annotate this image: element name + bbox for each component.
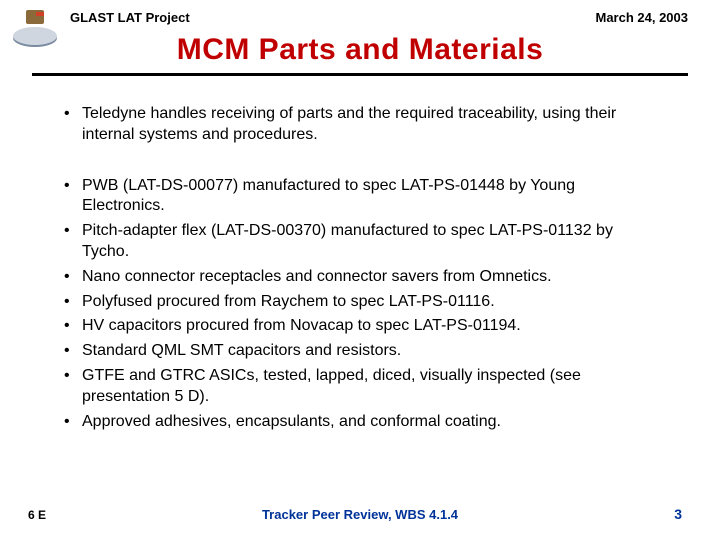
footer-center: Tracker Peer Review, WBS 4.1.4 xyxy=(262,507,458,522)
bullet-item: Approved adhesives, encapsulants, and co… xyxy=(60,412,660,433)
bullet-item: Standard QML SMT capacitors and resistor… xyxy=(60,341,660,362)
bullet-item: Polyfused procured from Raychem to spec … xyxy=(60,292,660,313)
bullet-item: Teledyne handles receiving of parts and … xyxy=(60,104,660,146)
footer-left: 6 E xyxy=(28,508,46,522)
slide: GLAST LAT Project March 24, 2003 MCM Par… xyxy=(0,0,720,540)
bullet-item: HV capacitors procured from Novacap to s… xyxy=(60,316,660,337)
bullet-item: Nano connector receptacles and connector… xyxy=(60,267,660,288)
bullet-item: Pitch-adapter flex (LAT-DS-00370) manufa… xyxy=(60,221,660,263)
project-logo xyxy=(10,8,60,50)
bullet-item: PWB (LAT-DS-00077) manufactured to spec … xyxy=(60,176,660,218)
header-date: March 24, 2003 xyxy=(595,10,688,25)
content-area: Teledyne handles receiving of parts and … xyxy=(0,76,720,432)
footer-right: 3 xyxy=(674,506,682,522)
bullet-item: GTFE and GTRC ASICs, tested, lapped, dic… xyxy=(60,366,660,408)
footer: 6 E Tracker Peer Review, WBS 4.1.4 3 xyxy=(0,506,720,522)
bullet-group-1: Teledyne handles receiving of parts and … xyxy=(60,104,660,146)
bullet-group-2: PWB (LAT-DS-00077) manufactured to spec … xyxy=(60,176,660,433)
header: GLAST LAT Project March 24, 2003 xyxy=(0,0,720,25)
slide-title: MCM Parts and Materials xyxy=(0,33,720,67)
group-gap xyxy=(60,150,660,176)
project-name: GLAST LAT Project xyxy=(70,10,190,25)
